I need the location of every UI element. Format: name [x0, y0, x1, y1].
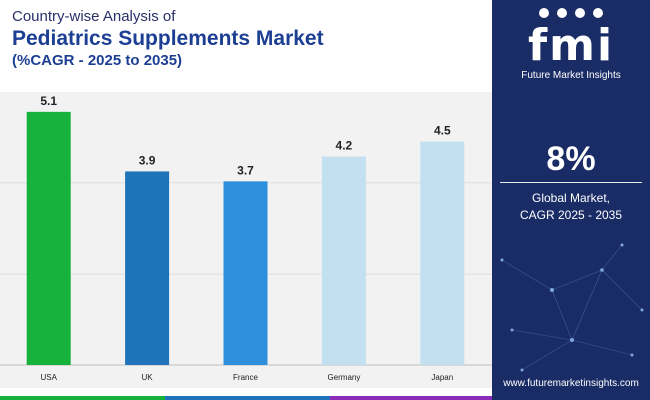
global-cagr-label: Global Market, CAGR 2025 - 2035 [492, 190, 650, 224]
chart-cagr-range: (%CAGR - 2025 to 2035) [12, 52, 183, 69]
value-label-uk: 3.9 [139, 153, 156, 167]
global-cagr-value: 8% [546, 140, 596, 178]
value-label-france: 3.7 [237, 163, 254, 177]
value-label-japan: 4.5 [434, 124, 451, 138]
category-label-france: France [233, 373, 258, 382]
bar-japan [420, 141, 465, 365]
value-label-germany: 4.2 [336, 139, 353, 153]
logo-dot-icon [539, 8, 549, 18]
logo-wordmark: fmi [527, 20, 615, 71]
bar-uk [125, 171, 170, 365]
bar-chart: 5.1 USA 3.9 UK 3.7 France 4.2 Germany 4.5 Japan [0, 94, 492, 382]
chart-title: Pediatrics Supplements Market [12, 27, 324, 50]
chart-subtitle: Country-wise Analysis of [12, 8, 176, 25]
sidebar-panel: fmi Future Market Insights 8% Global Mar… [492, 0, 650, 400]
fmi-logo: fmi Future Market Insights [492, 8, 650, 81]
category-label-uk: UK [142, 373, 154, 382]
category-label-usa: USA [40, 373, 57, 382]
bar-usa [26, 111, 71, 365]
footer-segment-blue [165, 396, 330, 400]
network-graphic-icon [500, 243, 644, 372]
bar-germany [321, 156, 366, 365]
stat-label-line2: CAGR 2025 - 2035 [519, 208, 623, 222]
logo-dot-icon [593, 8, 603, 18]
value-label-usa: 5.1 [40, 94, 57, 108]
logo-dot-icon [575, 8, 585, 18]
stat-label-line1: Global Market, [531, 191, 611, 205]
logo-dot-icon [557, 8, 567, 18]
footer-segment-purple [330, 396, 492, 400]
bar-france [223, 181, 268, 365]
website-link[interactable]: www.futuremarketinsights.com [503, 378, 639, 389]
chart-header: Country-wise Analysis of Pediatrics Supp… [12, 8, 482, 71]
footer-color-bar [0, 396, 492, 400]
footer-segment-green [0, 396, 165, 400]
category-label-japan: Japan [431, 373, 453, 382]
logo-icons [492, 8, 650, 22]
category-label-germany: Germany [327, 373, 360, 382]
stat-divider [500, 182, 642, 183]
logo-subtitle: Future Market Insights [521, 70, 621, 81]
